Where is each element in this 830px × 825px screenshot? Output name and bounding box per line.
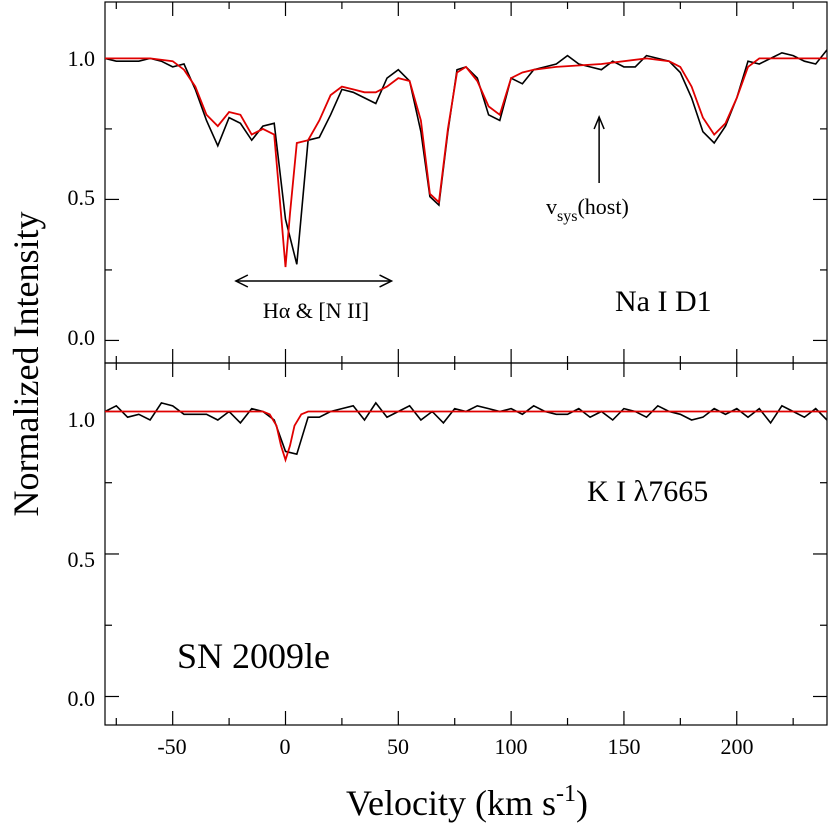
bottom-panel-frame (104, 362, 828, 726)
bottom-ytick-label-0.0: 0.0 (68, 686, 96, 711)
top-data-series-line (105, 49, 827, 265)
bottom-model-series-line (105, 410, 827, 463)
halpha-range-arrow (234, 274, 394, 288)
x-axis-title: Velocity (km s-1) (346, 781, 588, 823)
bottom-ytick-label-1.0: 1.0 (68, 407, 96, 432)
top-ytick-label-1.0: 1.0 (68, 46, 96, 71)
halpha-nii-label: Hα & [N II] (263, 298, 369, 323)
y-axis-title: Normalized Intensity (6, 212, 46, 517)
bottom-data-series-line (105, 401, 827, 456)
bottom-ytick-label-0.5: 0.5 (68, 547, 96, 572)
vsys-subscript: sys (557, 208, 577, 225)
vsys-host-arrow (593, 115, 605, 183)
xtick-label--50: -50 (157, 734, 186, 759)
xtick-label-50: 50 (387, 734, 409, 759)
xtick-label-100: 100 (495, 734, 528, 759)
xtick-label-200: 200 (721, 734, 754, 759)
xtick-label-0: 0 (280, 734, 291, 759)
na-i-d1-label: Na I D1 (615, 285, 712, 318)
top-ytick-label-0.0: 0.0 (68, 325, 96, 350)
top-ytick-label-0.5: 0.5 (68, 185, 96, 210)
vsys-host-text: (host) (577, 194, 628, 219)
top-panel-ticks (105, 2, 827, 363)
k-i-7665-label: K I λ7665 (587, 475, 708, 508)
x-axis-title-end: ) (576, 783, 588, 823)
sn-2009le-label: SN 2009le (177, 636, 330, 676)
x-axis-title-superscript: -1 (556, 781, 576, 807)
xtick-label-150: 150 (608, 734, 641, 759)
vsys-host-label: vsys(host) (546, 194, 629, 225)
top-model-series-line (105, 57, 827, 268)
top-panel-frame (104, 1, 828, 364)
bottom-panel-ticks (105, 363, 827, 725)
